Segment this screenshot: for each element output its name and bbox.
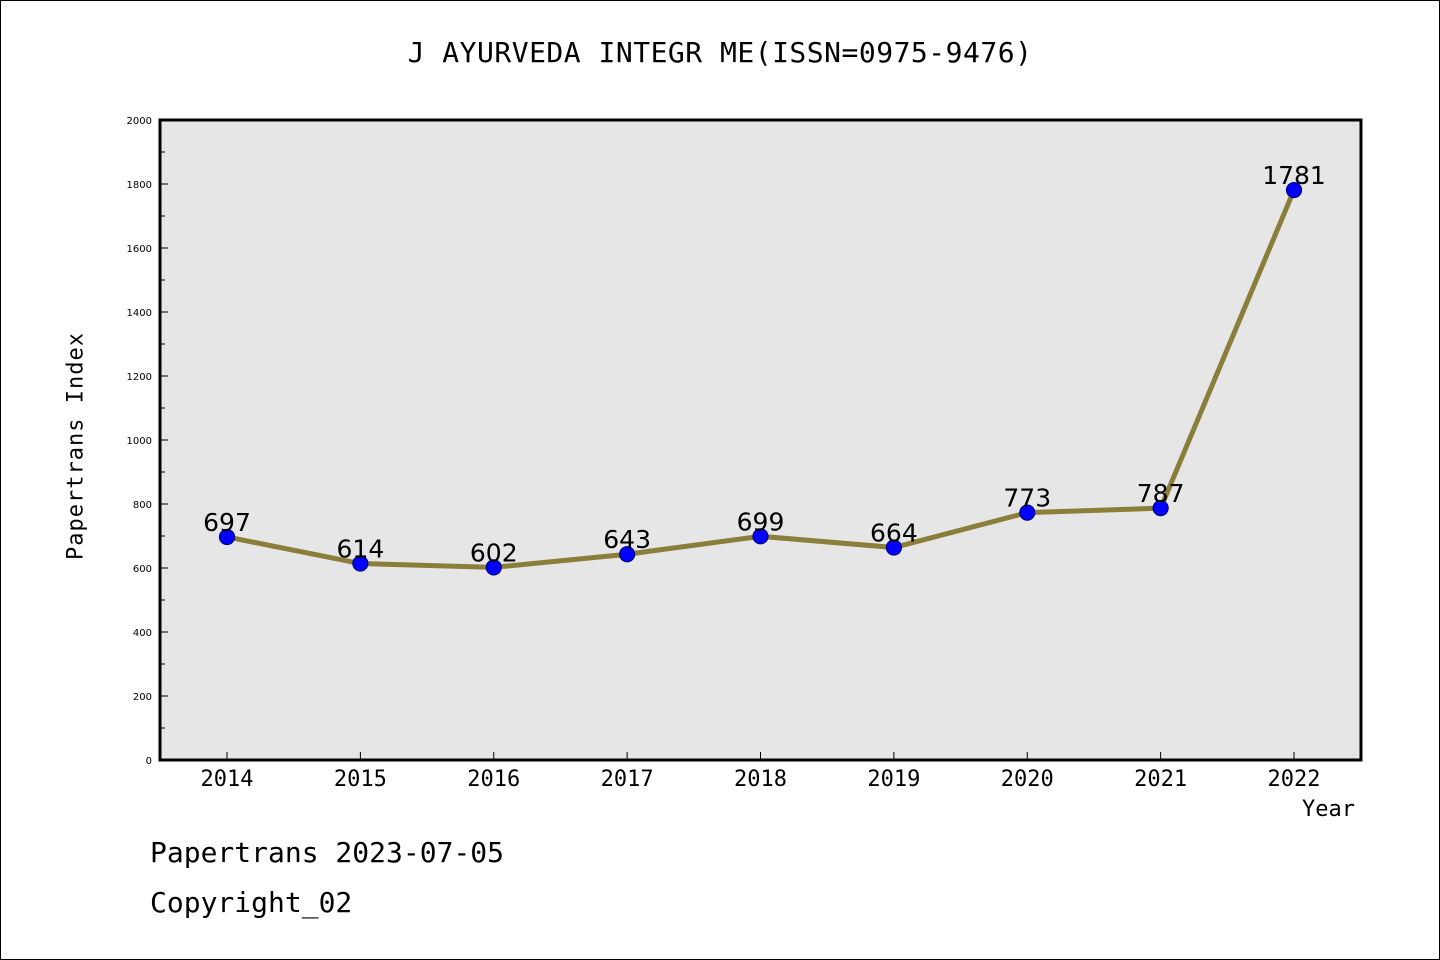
data-point [752,528,769,545]
chart-title: J AYURVEDA INTEGR ME(ISSN=0975-9476) [407,36,1033,69]
plot-area [160,120,1361,760]
data-point [1285,181,1303,199]
y-tick-label: 1200 [127,372,152,383]
footer-copyright: Copyright_02 [150,886,353,919]
x-tick-label: 2014 [201,767,254,792]
x-tick-label: 2019 [867,767,920,792]
x-tick-label: 2016 [467,767,520,792]
x-axis: 2014 2015 2016 2017 2018 2019 2020 2021 2022 [201,752,1321,792]
y-axis: 0 200 400 600 800 1000 1200 1400 1600 1800 2000 [127,116,168,767]
data-point [1019,504,1036,521]
y-tick-label: 2000 [127,116,152,127]
data-label: 1781 [1262,161,1326,190]
data-label: 697 [203,508,251,537]
y-tick-label: 600 [133,564,152,575]
x-tick-label: 2021 [1134,767,1187,792]
data-label: 787 [1137,479,1185,508]
x-axis-label: Year [1302,797,1355,822]
data-label: 699 [737,507,785,536]
data-point [485,559,502,576]
y-tick-label: 1800 [127,180,152,191]
y-tick-label: 0 [146,756,152,767]
data-label: 773 [1003,484,1051,513]
y-tick-label: 1600 [127,244,152,255]
data-label: 602 [470,538,518,567]
data-point [1152,500,1169,517]
data-series [218,181,1303,576]
plot-border [158,118,1363,762]
data-point [619,546,636,563]
data-label: 664 [870,519,918,548]
x-tick-label: 2020 [1001,767,1054,792]
data-label: 643 [603,525,651,554]
y-tick-label: 200 [133,692,152,703]
footer-date: Papertrans 2023-07-05 [150,836,505,869]
x-tick-label: 2017 [601,767,654,792]
x-tick-label: 2018 [734,767,787,792]
data-point [352,555,369,572]
data-labels: 697 614 602 643 699 664 773 787 1781 [203,161,1326,567]
y-tick-label: 400 [133,628,152,639]
y-tick-label: 1000 [127,436,152,447]
x-tick-label: 2022 [1268,767,1321,792]
data-point [885,539,902,556]
data-label: 614 [337,535,385,564]
x-tick-label: 2015 [334,767,387,792]
y-tick-label: 800 [133,500,152,511]
y-tick-label: 1400 [127,308,152,319]
data-point [218,528,236,546]
